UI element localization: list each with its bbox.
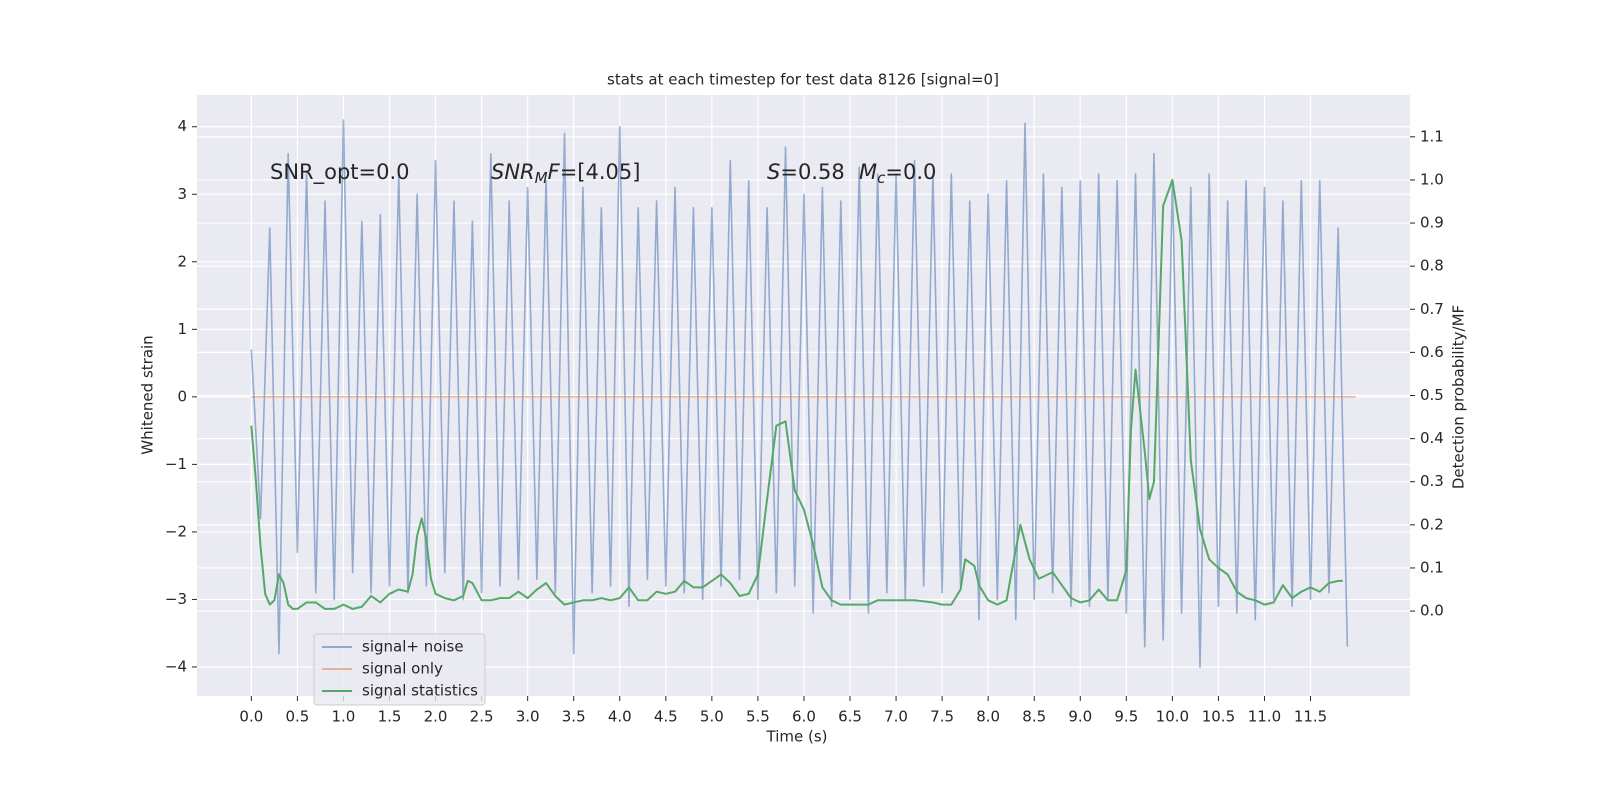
y-axis-label: Whitened strain: [139, 335, 157, 454]
y-tick-label: −4: [165, 657, 187, 675]
x-tick-label: 5.0: [700, 708, 724, 726]
annotation-part: F: [548, 160, 561, 184]
x-tick-label: 7.5: [930, 708, 954, 726]
series-line: [250, 178, 1343, 610]
y2-tick-label: 0.8: [1420, 257, 1444, 275]
annotation-part: SNR: [491, 160, 535, 184]
annotation-part: =0.58: [780, 160, 844, 184]
x-tick-label: 11.0: [1248, 708, 1281, 726]
x-tick-label: 0.5: [285, 708, 309, 726]
y2-tick-label: 0.4: [1420, 429, 1444, 447]
chart-title: stats at each timestep for test data 812…: [607, 71, 999, 89]
y-tick-label: 2: [177, 252, 187, 270]
y2-tick-label: 0.9: [1420, 214, 1444, 232]
annotation-part: =0.0: [885, 160, 936, 184]
y2-tick-label: 0.2: [1420, 515, 1444, 533]
y2-tick-label: 0.6: [1420, 343, 1444, 361]
x-tick-label: 10.0: [1156, 708, 1189, 726]
y-tick-label: −2: [165, 522, 187, 540]
x-tick-label: 9.5: [1114, 708, 1138, 726]
annotation: Mc=0.0: [859, 160, 936, 187]
y2-tick-label: 0.0: [1420, 602, 1444, 620]
annotation-part: SNR_opt=0.0: [270, 160, 410, 185]
x-tick-label: 5.5: [746, 708, 770, 726]
y-tick-label: 1: [177, 320, 187, 338]
annotation-part: c: [877, 169, 886, 187]
annotation: S=0.58: [767, 160, 845, 184]
annotation: SNRMF=[4.05]: [491, 160, 640, 187]
x-tick-label: 6.5: [838, 708, 862, 726]
y-tick-label: 4: [177, 117, 187, 135]
annotation-part: =[4.05]: [560, 160, 641, 184]
y2-tick-label: 0.3: [1420, 472, 1444, 490]
x-tick-label: 11.5: [1294, 708, 1327, 726]
legend: signal+ noise signal only signal statistic…: [313, 633, 486, 706]
legend-label: signal only: [362, 660, 443, 678]
x-tick-label: 9.0: [1068, 708, 1092, 726]
x-tick-label: 4.0: [608, 708, 632, 726]
x-tick-label: 2.0: [424, 708, 448, 726]
x-tick-label: 8.0: [976, 708, 1000, 726]
x-tick-label: 3.0: [516, 708, 540, 726]
annotation-part: S: [767, 160, 780, 184]
x-tick-label: 1.0: [332, 708, 356, 726]
axes: 0.0 0.5 1.0 1.5 2.0 2.5 3.0 3.5 4.0 4.5 5.0 5.5 6.0 6…: [165, 117, 1444, 725]
marks: [250, 119, 1356, 668]
annotation-part: M: [859, 160, 877, 184]
y2-tick-label: 1.0: [1420, 170, 1444, 188]
legend-box: [313, 633, 486, 706]
y2-tick-label: 1.1: [1420, 127, 1444, 145]
x-tick-label: 1.5: [378, 708, 402, 726]
x-tick-label: 4.5: [654, 708, 678, 726]
x-tick-label: 6.0: [792, 708, 816, 726]
annotations: SNR_opt=0.0 SNRMF=[4.05] S=0.58 Mc=0.0: [270, 160, 936, 187]
x-tick-label: 7.0: [884, 708, 908, 726]
x-tick-label: 8.5: [1022, 708, 1046, 726]
y2-tick-label: 0.7: [1420, 300, 1444, 318]
x-tick-label: 0.0: [239, 708, 263, 726]
annotation-part: M: [535, 169, 548, 187]
y2-tick-label: 0.1: [1420, 558, 1444, 576]
annotation: SNR_opt=0.0: [270, 160, 410, 185]
legend-label: signal+ noise: [362, 638, 464, 656]
y-tick-label: −3: [165, 590, 187, 608]
x-axis-label: Time (s): [766, 728, 828, 746]
x-tick-label: 2.5: [470, 708, 494, 726]
x-tick-label: 10.5: [1202, 708, 1235, 726]
y-tick-label: 3: [177, 185, 187, 203]
y2-axis-label: Detection probability/MF: [1450, 305, 1468, 489]
series-line: [250, 119, 1349, 668]
y-tick-label: −1: [165, 455, 187, 473]
x-tick-label: 3.5: [562, 708, 586, 726]
y-tick-label: 0: [177, 387, 187, 405]
legend-label: signal statistics: [362, 682, 478, 700]
y2-tick-label: 0.5: [1420, 386, 1444, 404]
